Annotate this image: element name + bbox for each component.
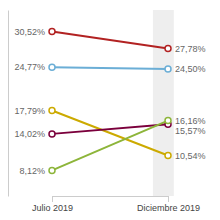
- data-label: 14,02%: [14, 129, 45, 139]
- y-axis: [8, 11, 9, 197]
- series: [49, 118, 171, 174]
- x-tick: Julio 2019: [32, 196, 73, 213]
- point: [165, 118, 171, 124]
- plot-area: [49, 29, 171, 174]
- x-tick-mark: [168, 196, 169, 202]
- series-line: [52, 111, 168, 156]
- data-label: 17,79%: [14, 106, 45, 116]
- series-line: [52, 121, 168, 171]
- data-label: 24,77%: [14, 62, 45, 72]
- point: [49, 108, 55, 114]
- data-labels: 30,52% 24,77% 17,79% 14,02% 8,12% 27,78% 24,50…: [14, 27, 205, 176]
- point: [49, 29, 55, 35]
- point: [49, 131, 55, 137]
- data-label: 27,78%: [175, 44, 206, 54]
- point: [165, 46, 171, 52]
- series: [49, 64, 171, 72]
- data-label: 24,50%: [175, 64, 206, 74]
- point: [165, 152, 171, 158]
- point: [49, 167, 55, 173]
- point: [165, 66, 171, 72]
- x-axis: Julio 2019 Diciembre 2019: [32, 196, 200, 213]
- series-line: [52, 67, 168, 69]
- x-axis-line: [53, 196, 169, 197]
- data-label: 15,57%: [175, 126, 206, 136]
- x-tick: Diciembre 2019: [137, 196, 200, 213]
- x-tick-mark: [52, 196, 53, 202]
- data-label: 30,52%: [14, 27, 45, 37]
- data-label: 10,54%: [175, 151, 206, 161]
- x-tick-label: Diciembre 2019: [137, 203, 200, 213]
- point: [49, 64, 55, 70]
- series: [49, 121, 171, 137]
- data-label: 16,16%: [175, 116, 206, 126]
- data-label: 8,12%: [19, 166, 45, 176]
- series-line: [52, 32, 168, 49]
- series: [49, 29, 171, 52]
- series: [49, 108, 171, 159]
- y-axis-line: [8, 11, 9, 197]
- x-tick-label: Julio 2019: [32, 203, 73, 213]
- chart: Julio 2019 Diciembre 2019 30,52% 24,77% 17,7…: [0, 0, 220, 220]
- highlight-band: [153, 10, 174, 196]
